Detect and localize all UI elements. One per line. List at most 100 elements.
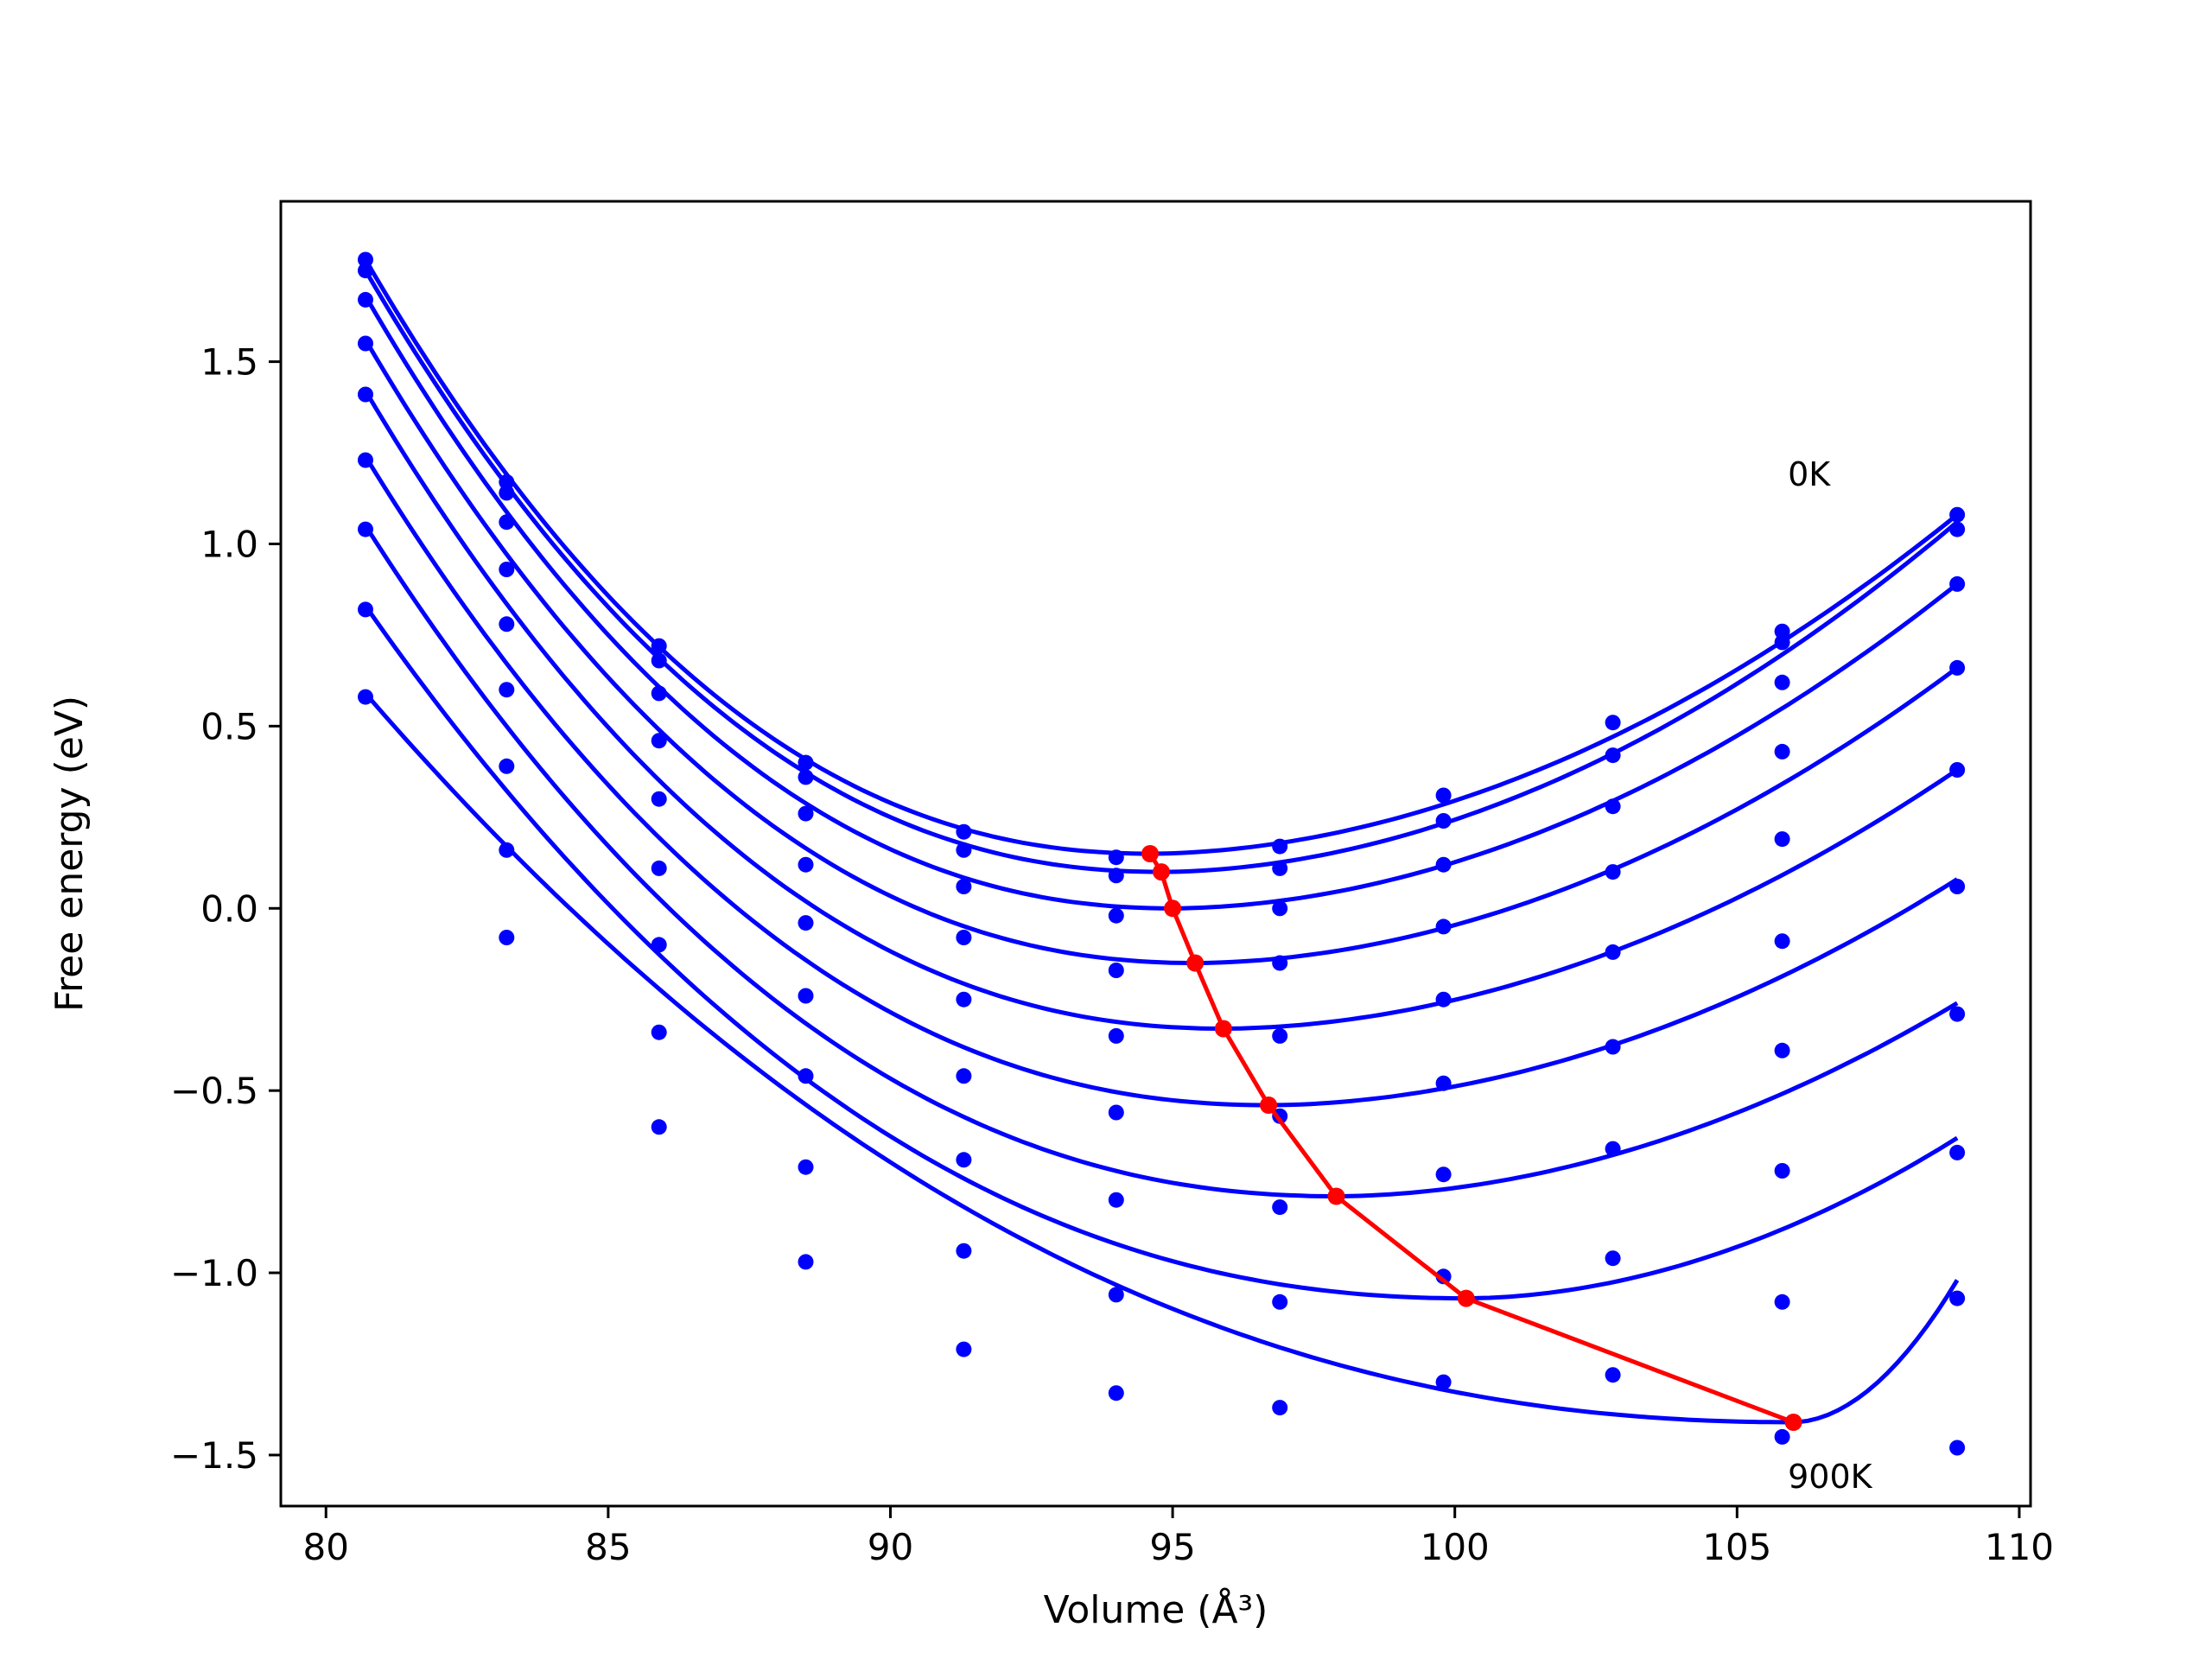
data-point (798, 915, 814, 931)
data-point (1435, 918, 1452, 935)
data-point (1108, 849, 1124, 866)
data-point (651, 1024, 667, 1040)
data-point (499, 842, 515, 858)
fit-curves (363, 258, 1960, 1425)
data-point (1774, 831, 1790, 848)
data-point (1949, 1006, 1966, 1022)
x-tick-label: 80 (303, 1526, 349, 1568)
data-point (1272, 1199, 1288, 1216)
x-tick-label: 95 (1149, 1526, 1195, 1568)
x-tick-label: 90 (868, 1526, 913, 1568)
data-point (499, 514, 515, 531)
data-point (1605, 798, 1621, 815)
minimum-path (1141, 845, 1802, 1431)
annotation-label: 900K (1788, 1458, 1873, 1496)
data-point (651, 685, 667, 702)
x-axis-label: Volume (Å³) (1044, 1586, 1268, 1632)
data-point (956, 1341, 972, 1357)
fit-curve (363, 295, 1959, 911)
data-point (499, 485, 515, 501)
data-point (798, 769, 814, 785)
data-point (956, 991, 972, 1007)
data-point (956, 1152, 972, 1168)
data-point (1605, 1250, 1621, 1267)
fit-curve (363, 339, 1959, 965)
data-point (651, 733, 667, 749)
plot-frame (279, 200, 2032, 1508)
data-point (1949, 762, 1966, 778)
data-point (1272, 1027, 1288, 1044)
y-tick-label: −0.5 (170, 1070, 258, 1112)
y-tick-label: 0.0 (200, 887, 258, 930)
data-point (358, 601, 373, 618)
data-point (1605, 1039, 1621, 1055)
minimum-point (1784, 1414, 1802, 1431)
minimum-point (1186, 954, 1205, 972)
data-point (1272, 1400, 1288, 1416)
data-point (798, 754, 814, 771)
data-point (1435, 1374, 1452, 1390)
data-point (651, 791, 667, 807)
data-point (1774, 1163, 1790, 1179)
data-point (1435, 787, 1452, 804)
data-point (358, 521, 373, 537)
data-point (1774, 634, 1790, 651)
minimum-point (1457, 1289, 1475, 1307)
data-point (1605, 944, 1621, 960)
data-point (798, 1254, 814, 1270)
y-tick-label: 0.5 (200, 705, 258, 747)
data-point (956, 1243, 972, 1259)
y-tick-label: 1.5 (200, 341, 258, 384)
data-point (1774, 1042, 1790, 1058)
data-point (1949, 1440, 1966, 1456)
data-point (1435, 991, 1452, 1007)
minimum-point (1153, 863, 1170, 881)
data-point (358, 291, 373, 308)
data-point (1108, 868, 1124, 884)
minimum-point (1260, 1096, 1278, 1114)
data-point (1108, 963, 1124, 978)
data-point (798, 1068, 814, 1084)
data-point (1108, 1104, 1124, 1121)
minimum-point (1141, 845, 1159, 862)
data-point (1774, 623, 1790, 639)
data-point (499, 562, 515, 577)
fit-curve (363, 454, 1959, 1108)
data-point (1272, 900, 1288, 917)
data-point (1605, 747, 1621, 764)
data-point (1949, 1144, 1966, 1160)
fit-curve (363, 524, 1959, 1198)
data-point (956, 879, 972, 894)
data-point (358, 452, 373, 468)
minimum-point (1327, 1187, 1345, 1205)
data-point (651, 652, 667, 669)
data-point (358, 689, 373, 705)
data-point (1774, 674, 1790, 690)
data-point (798, 988, 814, 1004)
y-axis-label: Free energy (eV) (48, 696, 92, 1012)
data-point (1108, 1027, 1124, 1044)
data-point (1774, 1428, 1790, 1445)
data-point (798, 1159, 814, 1175)
fit-curve (363, 258, 1959, 856)
data-point (1435, 856, 1452, 873)
data-point (956, 823, 972, 840)
data-point (1774, 933, 1790, 950)
data-point (956, 1068, 972, 1084)
data-point (1272, 860, 1288, 876)
data-point (651, 860, 667, 876)
y-tick-label: −1.5 (170, 1434, 258, 1477)
data-point (1949, 575, 1966, 592)
data-point (651, 1119, 667, 1135)
x-tick-label: 100 (1421, 1526, 1490, 1568)
data-point (1605, 1367, 1621, 1383)
data-point (499, 616, 515, 632)
annotation-label: 0K (1788, 455, 1831, 493)
data-point (651, 638, 667, 654)
data-point (1605, 864, 1621, 880)
data-point (499, 930, 515, 945)
data-point (358, 335, 373, 352)
fit-curve (363, 390, 1959, 1032)
data-point (1949, 521, 1966, 537)
